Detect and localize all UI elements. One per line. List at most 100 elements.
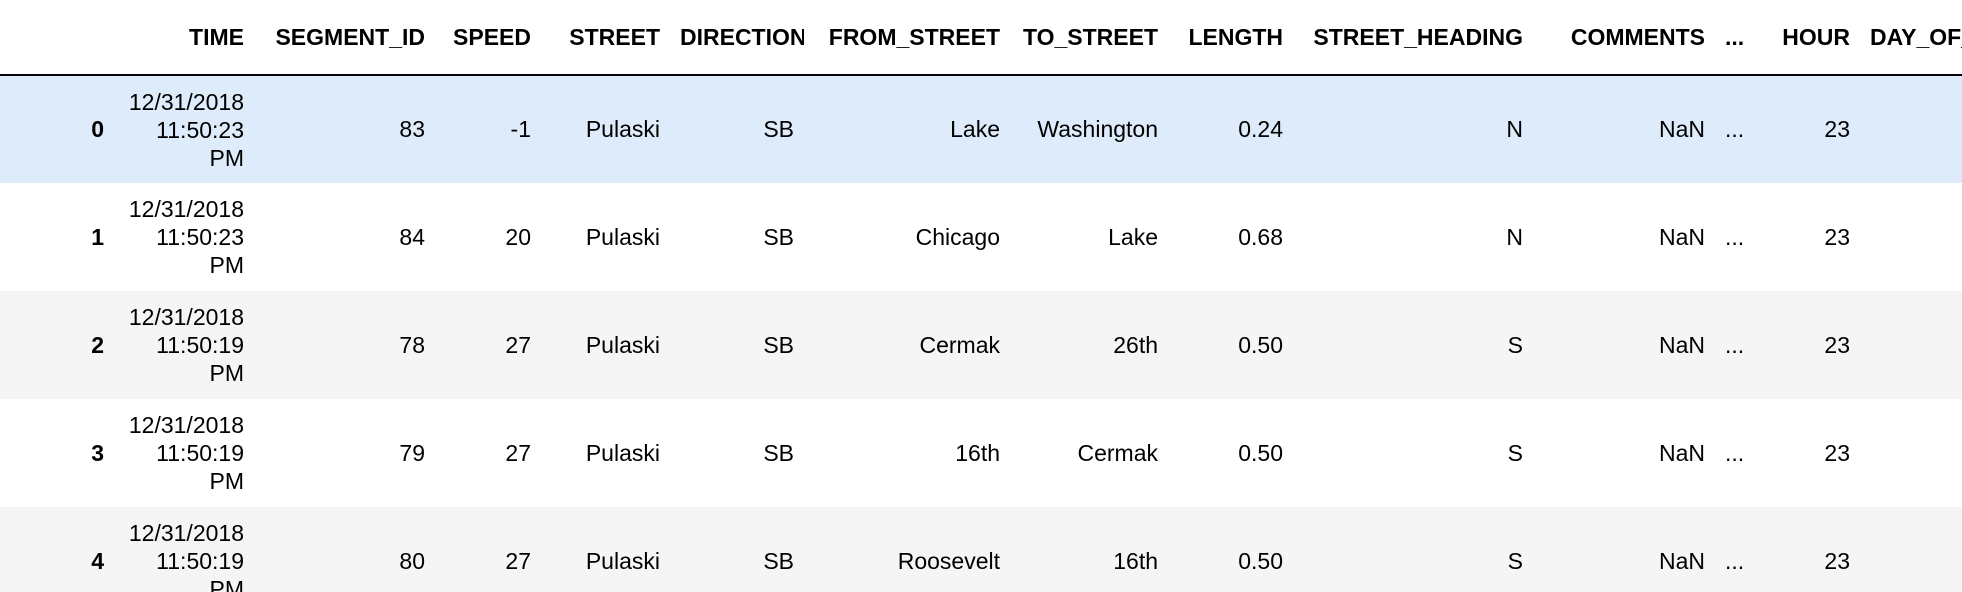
cell-street-heading: S [1507,331,1523,358]
cell-day-of-week [1860,507,1962,592]
cell-street-heading: S [1507,439,1523,466]
cell-day-of-week [1860,183,1962,291]
cell-length: 0.50 [1238,547,1283,574]
cell-length: 0.50 [1238,439,1283,466]
index-header [0,0,114,76]
cell-time: 12/31/2018 11:50:23 PM [114,183,254,291]
cell-length: 0.68 [1238,223,1283,250]
cell-street: Pulaski [585,547,660,574]
cell-speed: 27 [505,547,531,574]
column-header-segment-id: SEGMENT_ID [254,0,435,76]
cell-time: 12/31/2018 11:50:23 PM [114,75,254,183]
cell-comments: NaN [1658,439,1705,466]
cell-speed: 27 [505,331,531,358]
cell-ellipsis: ... [1725,223,1745,250]
cell-direction: SB [763,547,794,574]
row-index: 4 [91,547,104,574]
table-row[interactable]: 2 12/31/2018 11:50:19 PM 78 27 Pulaski S… [0,291,1962,399]
cell-comments: NaN [1658,547,1705,574]
time-meridiem: PM [209,252,245,278]
header-row: TIME SEGMENT_ID SPEED STREET DIRECTION F… [0,0,1962,76]
cell-street: Pulaski [585,116,660,142]
cell-to-street: Lake [1108,223,1158,250]
cell-segment-id: 83 [399,116,425,142]
row-index: 1 [91,223,104,250]
cell-segment-id: 80 [399,547,425,574]
time-clock: 11:50:19 [156,332,244,358]
time-meridiem: PM [209,144,245,171]
cell-ellipsis: ... [1725,547,1745,574]
table-body: 0 12/31/2018 11:50:23 PM 83 -1 Pulaski S… [0,75,1962,592]
table-row[interactable]: 1 12/31/2018 11:50:23 PM 84 20 Pulaski S… [0,183,1962,291]
cell-direction: SB [763,116,794,142]
cell-hour: 23 [1824,439,1850,466]
cell-from-street: Chicago [915,223,1000,250]
cell-comments: NaN [1658,116,1705,142]
column-header-length: LENGTH [1168,0,1293,76]
cell-to-street: Washington [1037,116,1158,142]
cell-street-heading: S [1507,547,1523,574]
cell-time: 12/31/2018 11:50:19 PM [114,507,254,592]
row-index: 0 [91,116,104,142]
column-header-direction: DIRECTION [670,0,804,76]
time-date: 12/31/2018 [128,88,244,115]
cell-hour: 23 [1824,223,1850,250]
time-date: 12/31/2018 [128,304,244,330]
cell-direction: SB [763,331,794,358]
row-index: 3 [91,439,104,466]
time-date: 12/31/2018 [128,196,244,222]
cell-street: Pulaski [585,223,660,250]
cell-to-street: 26th [1113,331,1158,358]
time-date: 12/31/2018 [128,520,244,546]
cell-time: 12/31/2018 11:50:19 PM [114,399,254,507]
cell-street-heading: N [1506,116,1523,142]
cell-to-street: 16th [1113,547,1158,574]
column-header-to-street: TO_STREET [1010,0,1168,76]
time-meridiem: PM [209,576,245,592]
cell-street: Pulaski [585,331,660,358]
cell-comments: NaN [1658,331,1705,358]
time-clock: 11:50:19 [156,548,244,574]
time-clock: 11:50:23 [156,224,244,250]
time-meridiem: PM [209,360,245,386]
cell-ellipsis: ... [1725,439,1745,466]
column-header-time: TIME [114,0,254,76]
cell-street-heading: N [1506,223,1523,250]
cell-length: 0.50 [1238,331,1283,358]
cell-ellipsis: ... [1725,331,1745,358]
cell-direction: SB [763,223,794,250]
time-meridiem: PM [209,468,245,494]
cell-day-of-week [1860,75,1962,183]
row-index: 2 [91,331,104,358]
cell-hour: 23 [1824,116,1850,142]
cell-from-street: Cermak [919,331,1000,358]
table-row[interactable]: 4 12/31/2018 11:50:19 PM 80 27 Pulaski S… [0,507,1962,592]
column-header-from-street: FROM_STREET [804,0,1010,76]
cell-day-of-week [1860,291,1962,399]
column-header-street: STREET [541,0,670,76]
cell-ellipsis: ... [1725,116,1745,142]
cell-hour: 23 [1824,331,1850,358]
column-header-hour: HOUR [1755,0,1860,76]
cell-length: 0.24 [1238,116,1283,142]
cell-to-street: Cermak [1077,439,1158,466]
column-header-comments: COMMENTS [1533,0,1715,76]
column-header-street-heading: STREET_HEADING [1293,0,1533,76]
cell-from-street: Roosevelt [897,547,1000,574]
column-header-speed: SPEED [435,0,541,76]
cell-from-street: 16th [955,439,1000,466]
time-clock: 11:50:19 [156,440,244,466]
cell-segment-id: 78 [399,331,425,358]
cell-hour: 23 [1824,547,1850,574]
cell-speed: -1 [510,116,531,142]
cell-direction: SB [763,439,794,466]
column-header-day-of-week: DAY_OF_WEEK [1860,0,1962,76]
time-clock: 11:50:23 [156,116,244,143]
table-row[interactable]: 3 12/31/2018 11:50:19 PM 79 27 Pulaski S… [0,399,1962,507]
cell-segment-id: 84 [399,223,425,250]
cell-speed: 20 [505,223,531,250]
time-date: 12/31/2018 [128,412,244,438]
table-row[interactable]: 0 12/31/2018 11:50:23 PM 83 -1 Pulaski S… [0,75,1962,183]
